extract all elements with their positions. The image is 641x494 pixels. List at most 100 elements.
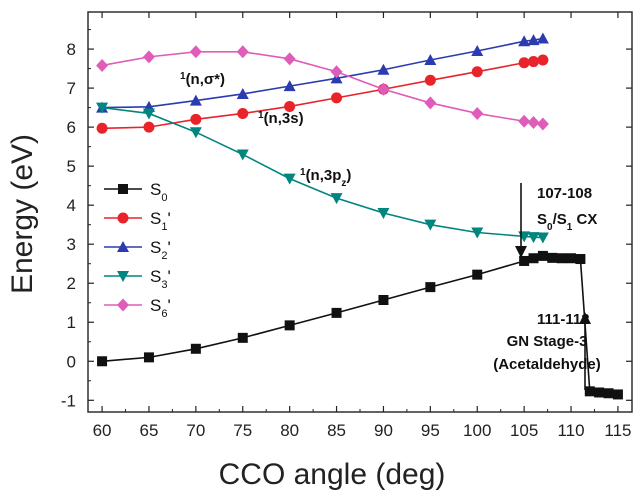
data-point-s3 (424, 219, 437, 231)
y-tick-label: 4 (67, 196, 76, 215)
data-point-s0 (566, 253, 577, 264)
annotation-stage-line2: (Acetaldehyde) (493, 356, 601, 373)
data-point-s0 (556, 253, 567, 264)
data-point-s0 (190, 343, 201, 354)
y-tick-label: 2 (67, 274, 76, 293)
series-s0 (97, 250, 623, 400)
data-point-s2 (518, 35, 531, 47)
data-point-s0 (331, 307, 342, 318)
y-tick-label: 3 (67, 235, 76, 254)
data-point-s2 (424, 54, 437, 65)
data-point-s2 (236, 87, 249, 99)
x-tick-label: 105 (510, 421, 538, 440)
data-point-s0 (519, 255, 530, 266)
series-s6 (96, 45, 549, 131)
data-point-s3 (189, 127, 202, 139)
x-tick-label: 75 (233, 421, 252, 440)
annotation-cx-label: S0/S1 CX (537, 211, 597, 233)
cx-arrow (515, 183, 527, 258)
data-point-s6 (377, 82, 390, 96)
data-point-s3 (536, 232, 549, 244)
data-point-s1 (284, 100, 296, 112)
data-point-s0 (594, 387, 605, 398)
legend-marker-s6 (117, 298, 129, 312)
data-point-s6 (142, 50, 155, 64)
legend-label-s0: S0 (150, 180, 167, 204)
y-axis-title: Energy (eV) (6, 134, 39, 294)
data-point-s3 (283, 173, 296, 185)
data-point-s3 (236, 149, 249, 161)
data-point-s0 (537, 250, 548, 261)
data-point-s2 (471, 45, 484, 57)
data-point-s3 (471, 227, 484, 239)
legend-marker-s3 (117, 271, 129, 282)
data-point-s0 (472, 269, 483, 280)
legend-item-s3: S3' (104, 267, 171, 291)
data-point-s0 (612, 389, 623, 400)
data-point-s1 (424, 74, 436, 86)
series-s1 (96, 54, 549, 134)
data-point-s1 (518, 57, 530, 69)
data-point-s6 (283, 52, 296, 66)
axis-ticks: 60 65 70 75 80 85 90 95 100 105 110 115 -1 0 1 2 3 4 5 6 7 8 (61, 12, 632, 440)
data-point-s0 (378, 295, 389, 305)
x-tick-label: 70 (186, 421, 205, 440)
data-point-s1 (528, 56, 540, 68)
data-point-s3 (377, 207, 390, 219)
x-tick-label: 100 (463, 421, 491, 440)
data-point-s0 (575, 254, 586, 265)
data-point-s2 (283, 80, 296, 92)
data-point-s0 (528, 253, 539, 264)
legend-label-s3: S3' (150, 267, 171, 291)
y-tick-label: 5 (67, 157, 76, 176)
data-point-s2 (527, 34, 540, 46)
x-tick-label: 65 (140, 421, 159, 440)
data-point-s3 (142, 108, 155, 120)
y-tick-label: 1 (67, 313, 76, 332)
data-point-s1 (237, 107, 249, 119)
data-point-s6 (527, 115, 540, 129)
data-point-s0 (547, 252, 558, 263)
legend-label-s1: S1' (150, 209, 171, 233)
data-point-s6 (518, 114, 531, 128)
x-tick-label: 60 (93, 421, 112, 440)
data-point-s2 (377, 63, 390, 75)
y-tick-label: 0 (67, 352, 76, 371)
x-tick-label: 115 (604, 421, 631, 440)
annotation-n-sigma: 1(n,σ*) (180, 71, 225, 89)
data-point-s2 (536, 32, 549, 44)
data-point-s0 (425, 282, 436, 293)
data-point-s6 (236, 45, 249, 59)
legend-item-s0: S0 (104, 180, 167, 204)
series-layer (96, 32, 623, 400)
annotation-stage-line1: GN Stage-3 (507, 333, 588, 350)
legend-item-s2: S2' (104, 238, 171, 262)
data-point-s3 (330, 193, 343, 205)
y-tick-label: -1 (61, 391, 76, 410)
data-point-s0 (603, 388, 614, 399)
legend: S0 S1' S2' S3' S6' (104, 180, 171, 320)
data-point-s2 (189, 94, 202, 106)
stage-arrow (579, 312, 591, 390)
annotation-cx-range: 107-108 (537, 185, 592, 202)
data-point-s6 (189, 45, 202, 59)
annotation-stage-range: 111-112 (537, 311, 590, 328)
data-point-s1 (190, 113, 202, 125)
annotation-n-3s: 1(n,3s) (258, 110, 304, 128)
data-point-s1 (537, 54, 549, 66)
data-point-s6 (536, 117, 549, 131)
legend-item-s6: S6' (104, 296, 171, 320)
x-tick-label: 85 (327, 421, 346, 440)
legend-marker-s0 (118, 184, 128, 194)
data-point-s0 (584, 386, 595, 397)
data-point-s3 (527, 232, 540, 244)
data-point-s0 (284, 320, 295, 331)
legend-marker-s1 (117, 212, 129, 224)
annotation-n-3pz: 1(n,3pz) (300, 167, 351, 189)
data-point-s6 (330, 65, 343, 79)
data-point-s1 (143, 121, 155, 133)
data-point-s6 (471, 106, 484, 120)
x-axis-title: CCO angle (deg) (219, 458, 446, 491)
data-point-s6 (96, 58, 109, 72)
